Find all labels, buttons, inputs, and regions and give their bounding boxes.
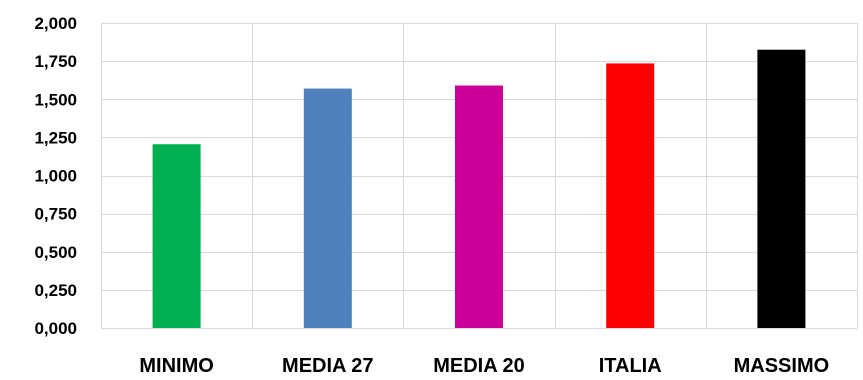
y-tick-label: 1,000 (34, 167, 77, 186)
y-axis-tick-labels: 0,000 0,250 0,500 0,750 1,000 1,250 1,500 1,750… (34, 14, 77, 338)
x-tick-label: MINIMO (139, 355, 213, 377)
x-tick-label: MEDIA 27 (282, 355, 374, 377)
y-tick-label: 0,750 (34, 205, 77, 224)
y-tick-label: 0,000 (34, 319, 77, 338)
y-tick-label: 2,000 (34, 14, 77, 33)
x-tick-label: ITALIA (599, 355, 662, 377)
bar-massimo (757, 49, 806, 328)
x-tick-label: MEDIA 20 (433, 355, 525, 377)
bar-media-20 (455, 85, 503, 329)
y-tick-label: 1,250 (34, 128, 77, 147)
chart-bars (152, 49, 806, 329)
x-tick-label: MASSIMO (734, 355, 830, 377)
bar-italia (606, 63, 655, 328)
y-tick-label: 1,500 (34, 90, 77, 109)
bar-minimo (152, 144, 201, 328)
x-axis-category-labels: MINIMO MEDIA 27 MEDIA 20 ITALIA MASSIMO (139, 355, 829, 377)
bar-media-27 (303, 88, 352, 328)
y-tick-label: 1,750 (34, 52, 77, 71)
y-tick-label: 0,500 (34, 243, 77, 262)
y-tick-label: 0,250 (34, 281, 77, 300)
